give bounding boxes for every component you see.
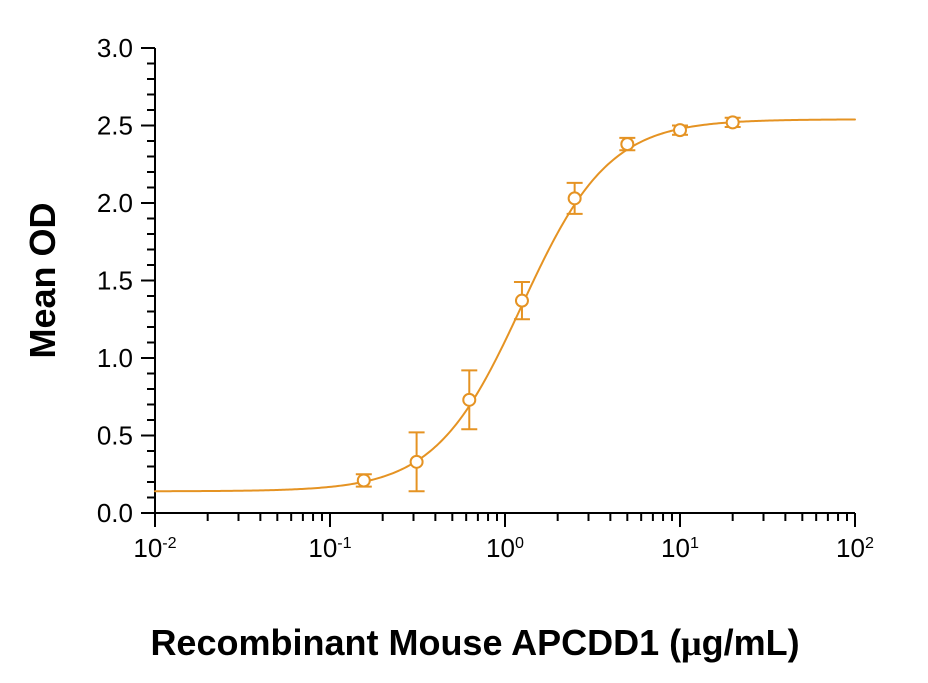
y-tick-label: 0.5 [97, 421, 133, 451]
dose-response-chart: 10-210-11001011020.00.51.01.52.02.53.0Me… [0, 0, 928, 683]
chart-container: 10-210-11001011020.00.51.01.52.02.53.0Me… [0, 0, 928, 683]
y-tick-label: 2.0 [97, 188, 133, 218]
y-axis-title: Mean OD [22, 202, 63, 358]
y-tick-label: 1.0 [97, 343, 133, 373]
y-tick-label: 2.5 [97, 111, 133, 141]
y-tick-label: 1.5 [97, 266, 133, 296]
x-axis-title: Recombinant Mouse APCDD1 (μg/mL) [150, 622, 799, 663]
y-tick-label: 3.0 [97, 33, 133, 63]
y-tick-label: 0.0 [97, 498, 133, 528]
